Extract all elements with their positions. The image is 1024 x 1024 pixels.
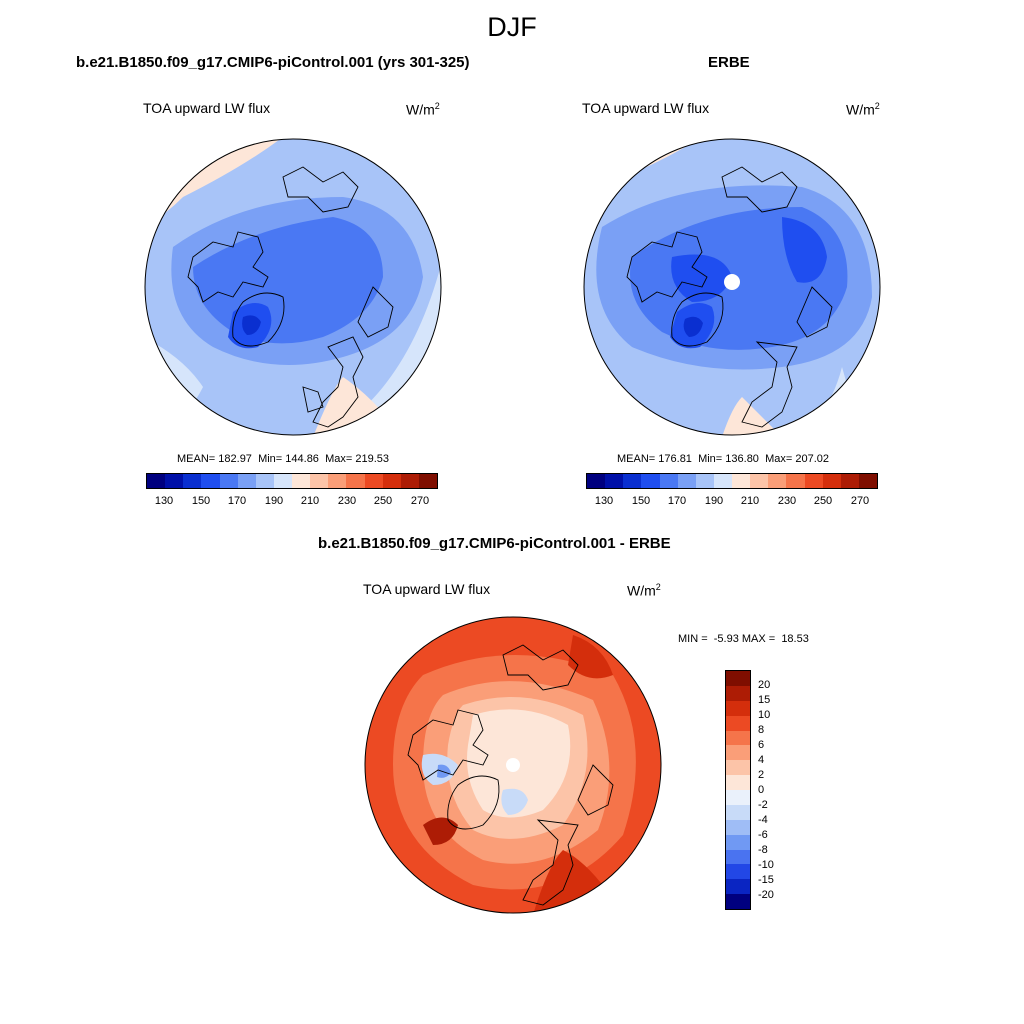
diff-panel-title: b.e21.B1850.f09_g17.CMIP6-piControl.001 … <box>318 535 671 552</box>
obs-panel-title: ERBE <box>708 54 750 71</box>
model-colorbar-tick: 210 <box>300 495 320 507</box>
diff-colorbar-tick: -15 <box>758 874 774 886</box>
diff-colorbar-tick: -20 <box>758 889 774 901</box>
obs-colorbar-swatch <box>858 474 877 488</box>
obs-colorbar-swatch <box>713 474 732 488</box>
model-stats: MEAN= 182.97 Min= 144.86 Max= 219.53 <box>177 453 389 465</box>
obs-colorbar-tick: 130 <box>594 495 614 507</box>
model-colorbar-swatch <box>292 474 311 488</box>
obs-colorbar-swatch <box>605 474 624 488</box>
obs-colorbar-tick: 210 <box>740 495 760 507</box>
model-polar-map <box>144 138 442 436</box>
model-colorbar-swatch <box>237 474 256 488</box>
model-colorbar-swatch <box>165 474 184 488</box>
model-colorbar-swatch <box>346 474 365 488</box>
model-colorbar-swatch <box>201 474 220 488</box>
obs-polar-map <box>583 138 881 436</box>
obs-colorbar-tick: 250 <box>813 495 833 507</box>
diff-colorbar-tick: -2 <box>758 799 768 811</box>
diff-colorbar-tick: -6 <box>758 829 768 841</box>
diff-units-label: W/m2 <box>627 582 661 599</box>
diff-colorbar-tick: 4 <box>758 754 765 766</box>
obs-colorbar-swatch <box>768 474 787 488</box>
diff-polar-map <box>364 616 662 914</box>
diff-colorbar-tick: -4 <box>758 814 768 826</box>
model-colorbar <box>146 473 438 489</box>
diff-colorbar-tick: -8 <box>758 844 768 856</box>
obs-units-label: W/m2 <box>846 101 880 118</box>
diff-variable-label: TOA upward LW flux <box>363 581 491 597</box>
diff-colorbar-swatch <box>726 834 750 850</box>
obs-colorbar-swatch <box>641 474 660 488</box>
obs-colorbar-tick: 150 <box>631 495 651 507</box>
diff-colorbar-swatch <box>726 790 750 805</box>
diff-colorbar-swatch <box>726 894 750 909</box>
diff-colorbar <box>725 670 751 910</box>
obs-colorbar-swatch <box>677 474 696 488</box>
obs-colorbar-tick: 190 <box>704 495 724 507</box>
diff-colorbar-swatch <box>726 849 750 865</box>
obs-colorbar <box>586 473 878 489</box>
obs-colorbar-tick: 270 <box>850 495 870 507</box>
model-colorbar-swatch <box>400 474 419 488</box>
diff-colorbar-tick: 20 <box>758 679 771 691</box>
diff-colorbar-tick: 8 <box>758 724 765 736</box>
model-colorbar-swatch <box>418 474 437 488</box>
model-colorbar-swatch <box>147 474 166 488</box>
model-colorbar-swatch <box>310 474 329 488</box>
model-variable-label: TOA upward LW flux <box>143 100 271 116</box>
diff-colorbar-swatch <box>726 730 750 746</box>
model-colorbar-swatch <box>382 474 401 488</box>
obs-colorbar-swatch <box>623 474 642 488</box>
model-colorbar-swatch <box>328 474 347 488</box>
model-colorbar-tick: 130 <box>154 495 174 507</box>
obs-stats: MEAN= 176.81 Min= 136.80 Max= 207.02 <box>617 453 829 465</box>
diff-colorbar-swatch <box>726 745 750 761</box>
model-units-label: W/m2 <box>406 101 440 118</box>
diff-colorbar-swatch <box>726 864 750 880</box>
obs-colorbar-swatch <box>732 474 751 488</box>
model-colorbar-swatch <box>219 474 238 488</box>
diff-colorbar-swatch <box>726 685 750 701</box>
model-colorbar-tick: 230 <box>337 495 357 507</box>
obs-colorbar-swatch <box>786 474 805 488</box>
diff-colorbar-swatch <box>726 819 750 835</box>
diff-colorbar-swatch <box>726 700 750 716</box>
model-colorbar-tick: 250 <box>373 495 393 507</box>
obs-colorbar-swatch <box>840 474 859 488</box>
model-colorbar-tick: 190 <box>264 495 284 507</box>
diff-colorbar-tick: 2 <box>758 769 765 781</box>
diff-colorbar-swatch <box>726 715 750 731</box>
model-colorbar-swatch <box>273 474 292 488</box>
obs-colorbar-swatch <box>695 474 714 488</box>
diff-colorbar-swatch <box>726 671 750 686</box>
diff-colorbar-tick: 0 <box>758 784 765 796</box>
diff-colorbar-tick: 10 <box>758 709 771 721</box>
obs-colorbar-swatch <box>587 474 606 488</box>
model-colorbar-tick: 170 <box>227 495 247 507</box>
obs-variable-label: TOA upward LW flux <box>582 100 710 116</box>
obs-colorbar-swatch <box>822 474 841 488</box>
diff-colorbar-tick: 6 <box>758 739 765 751</box>
obs-colorbar-swatch <box>804 474 823 488</box>
figure-title: DJF <box>487 12 537 42</box>
model-colorbar-swatch <box>255 474 274 488</box>
diff-colorbar-tick: -10 <box>758 859 774 871</box>
diff-colorbar-swatch <box>726 760 750 776</box>
model-colorbar-tick: 150 <box>191 495 211 507</box>
obs-colorbar-swatch <box>750 474 769 488</box>
diff-colorbar-swatch <box>726 775 750 790</box>
diff-colorbar-tick: 15 <box>758 694 771 706</box>
diff-stats: MIN = -5.93 MAX = 18.53 <box>678 633 809 645</box>
obs-colorbar-tick: 230 <box>777 495 797 507</box>
model-panel-title: b.e21.B1850.f09_g17.CMIP6-piControl.001 … <box>76 54 470 71</box>
model-colorbar-swatch <box>183 474 202 488</box>
model-colorbar-swatch <box>364 474 383 488</box>
obs-colorbar-swatch <box>659 474 678 488</box>
obs-colorbar-tick: 170 <box>667 495 687 507</box>
model-colorbar-tick: 270 <box>410 495 430 507</box>
diff-colorbar-swatch <box>726 804 750 820</box>
diff-colorbar-swatch <box>726 879 750 895</box>
